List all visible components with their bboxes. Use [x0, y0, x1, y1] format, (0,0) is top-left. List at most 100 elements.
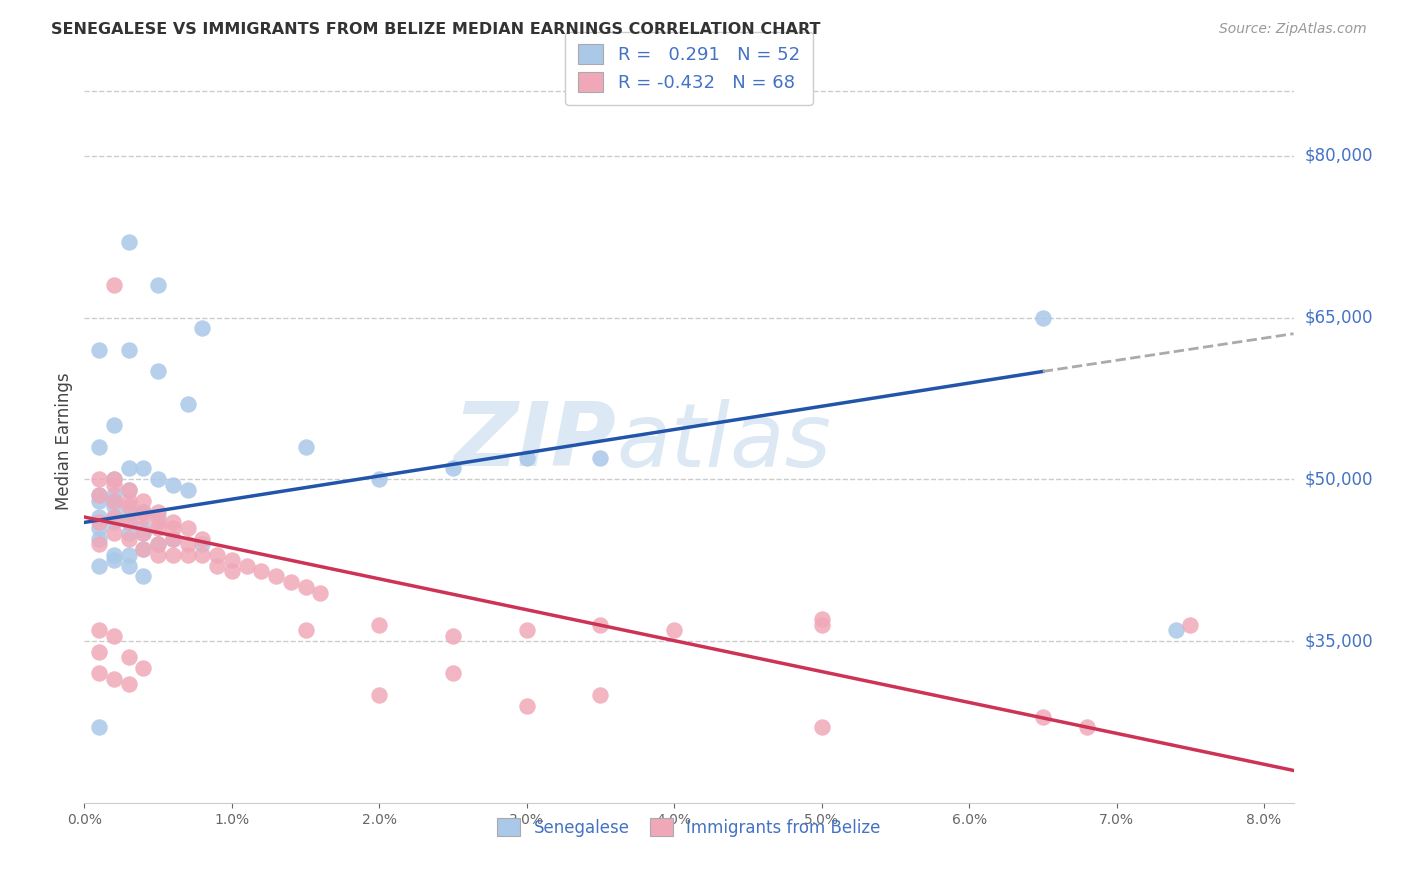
Point	[294, 580, 316, 594]
Point	[103, 548, 125, 562]
Point	[132, 505, 155, 519]
Point	[117, 516, 139, 530]
Point	[1032, 310, 1054, 325]
Point	[250, 564, 273, 578]
Point	[516, 624, 538, 638]
Point	[146, 278, 169, 293]
Point	[132, 521, 155, 535]
Point	[191, 321, 214, 335]
Point	[103, 278, 125, 293]
Point	[810, 720, 832, 734]
Point	[103, 500, 125, 514]
Point	[103, 488, 125, 502]
Point	[103, 672, 125, 686]
Point	[162, 521, 184, 535]
Point	[117, 483, 139, 497]
Point	[176, 397, 198, 411]
Point	[664, 624, 686, 638]
Point	[176, 537, 198, 551]
Point	[205, 558, 228, 573]
Text: $35,000: $35,000	[1305, 632, 1374, 650]
Point	[294, 624, 316, 638]
Point	[176, 483, 198, 497]
Point	[103, 493, 125, 508]
Point	[117, 461, 139, 475]
Point	[132, 661, 155, 675]
Point	[87, 440, 110, 454]
Text: ZIP: ZIP	[454, 398, 616, 485]
Point	[191, 548, 214, 562]
Point	[810, 612, 832, 626]
Point	[117, 505, 139, 519]
Point	[176, 548, 198, 562]
Point	[132, 569, 155, 583]
Point	[589, 450, 612, 465]
Point	[87, 493, 110, 508]
Point	[162, 532, 184, 546]
Point	[162, 532, 184, 546]
Point	[205, 548, 228, 562]
Point	[132, 461, 155, 475]
Point	[146, 505, 169, 519]
Point	[87, 537, 110, 551]
Text: $80,000: $80,000	[1305, 147, 1374, 165]
Point	[103, 418, 125, 433]
Point	[309, 585, 332, 599]
Point	[146, 516, 169, 530]
Point	[1032, 709, 1054, 723]
Point	[117, 558, 139, 573]
Point	[117, 677, 139, 691]
Point	[87, 624, 110, 638]
Point	[441, 629, 464, 643]
Point	[87, 510, 110, 524]
Point	[132, 542, 155, 557]
Point	[132, 505, 155, 519]
Point	[368, 472, 391, 486]
Point	[221, 564, 243, 578]
Point	[162, 548, 184, 562]
Point	[132, 542, 155, 557]
Point	[368, 618, 391, 632]
Point	[103, 553, 125, 567]
Point	[132, 526, 155, 541]
Text: $50,000: $50,000	[1305, 470, 1374, 488]
Point	[117, 516, 139, 530]
Point	[117, 532, 139, 546]
Point	[103, 477, 125, 491]
Legend: Senegalese, Immigrants from Belize: Senegalese, Immigrants from Belize	[485, 806, 893, 848]
Point	[103, 493, 125, 508]
Point	[589, 618, 612, 632]
Point	[87, 472, 110, 486]
Point	[191, 537, 214, 551]
Point	[132, 526, 155, 541]
Point	[146, 364, 169, 378]
Point	[117, 548, 139, 562]
Point	[132, 510, 155, 524]
Text: Source: ZipAtlas.com: Source: ZipAtlas.com	[1219, 22, 1367, 37]
Point	[132, 505, 155, 519]
Point	[516, 450, 538, 465]
Point	[294, 440, 316, 454]
Point	[87, 521, 110, 535]
Point	[810, 618, 832, 632]
Point	[146, 472, 169, 486]
Point	[103, 526, 125, 541]
Point	[87, 488, 110, 502]
Point	[264, 569, 287, 583]
Point	[1164, 624, 1187, 638]
Point	[117, 483, 139, 497]
Point	[87, 516, 110, 530]
Text: atlas: atlas	[616, 399, 831, 484]
Point	[146, 548, 169, 562]
Point	[162, 477, 184, 491]
Point	[87, 720, 110, 734]
Point	[87, 666, 110, 681]
Text: SENEGALESE VS IMMIGRANTS FROM BELIZE MEDIAN EARNINGS CORRELATION CHART: SENEGALESE VS IMMIGRANTS FROM BELIZE MED…	[51, 22, 820, 37]
Point	[117, 343, 139, 357]
Point	[221, 553, 243, 567]
Point	[117, 235, 139, 249]
Point	[516, 698, 538, 713]
Point	[146, 510, 169, 524]
Point	[103, 510, 125, 524]
Point	[589, 688, 612, 702]
